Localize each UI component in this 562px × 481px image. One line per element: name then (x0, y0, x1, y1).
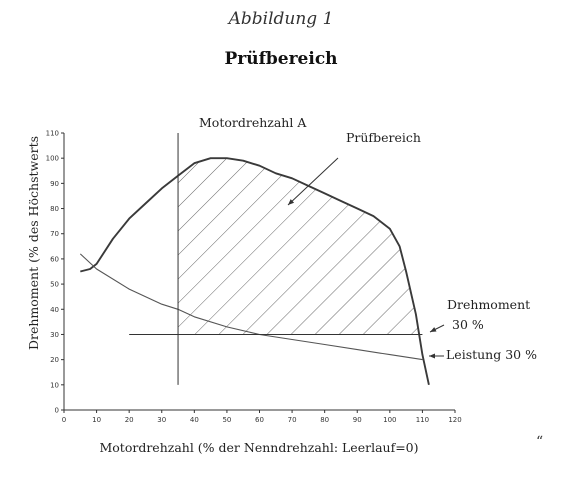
y-tick-label: 110 (46, 130, 59, 138)
y-tick-label: 20 (50, 356, 59, 364)
test-region-annotation: Prüfbereich (346, 130, 421, 145)
x-tick-label: 50 (222, 416, 231, 424)
test-region-arrow-head (288, 199, 295, 205)
figure-caption: Abbildung 1 (228, 9, 334, 29)
axes: 0 10 20 30 40 50 60 70 80 90 100 110 120 0 10 20 30 40 50 6… (46, 130, 462, 425)
trailing-quote-mark: “ (536, 434, 544, 450)
y-tick-label: 70 (50, 230, 59, 238)
reference-lines (129, 133, 423, 385)
x-tick-label: 70 (288, 416, 297, 424)
x-tick-label: 60 (255, 416, 264, 424)
power-30-annotation: Leistung 30 % (446, 347, 537, 362)
x-tick-label: 10 (92, 416, 101, 424)
y-tick-label: 0 (55, 407, 59, 415)
power-30-arrow-head (429, 353, 435, 359)
torque-30-arrow-head (430, 327, 437, 332)
test-region-arrow-line (287, 157, 339, 206)
x-tick-label: 80 (320, 416, 329, 424)
x-axis-label: Motordrehzahl (% der Nenndrehzahl: Leerl… (99, 440, 418, 455)
y-tick-label: 100 (46, 155, 59, 163)
x-tick-label: 20 (125, 416, 134, 424)
x-tick-label: 40 (190, 416, 199, 424)
x-tick-label: 30 (157, 416, 166, 424)
y-tick-label: 90 (50, 180, 59, 188)
y-tick-label: 30 (50, 331, 59, 339)
y-tick-label: 80 (50, 205, 59, 213)
y-tick-label: 50 (50, 281, 59, 289)
torque-30-annotation: 30 % (452, 317, 484, 332)
x-tick-label: 0 (62, 416, 66, 424)
power-30-line (79, 253, 423, 361)
x-tick-label: 100 (383, 416, 396, 424)
test-region (178, 158, 420, 335)
y-tick-label: 40 (50, 306, 59, 314)
hatched-test-area (178, 158, 420, 335)
speed-a-annotation: Motordrehzahl A (199, 115, 307, 130)
y-axis-label: Drehmoment (% des Höchstwerts (26, 136, 41, 350)
torque-annotation: Drehmoment (447, 297, 530, 312)
x-tick-label: 120 (448, 416, 461, 424)
x-tick-label: 110 (416, 416, 429, 424)
y-tick-label: 60 (50, 255, 59, 263)
full-load-torque-line (80, 157, 430, 385)
annotations: Motordrehzahl A Prüfbereich Drehmoment 30 %… (199, 115, 537, 362)
y-tick-label: 10 (50, 381, 59, 389)
chart-title: Prüfbereich (224, 49, 338, 69)
x-tick-label: 90 (353, 416, 362, 424)
series-group (79, 157, 430, 385)
